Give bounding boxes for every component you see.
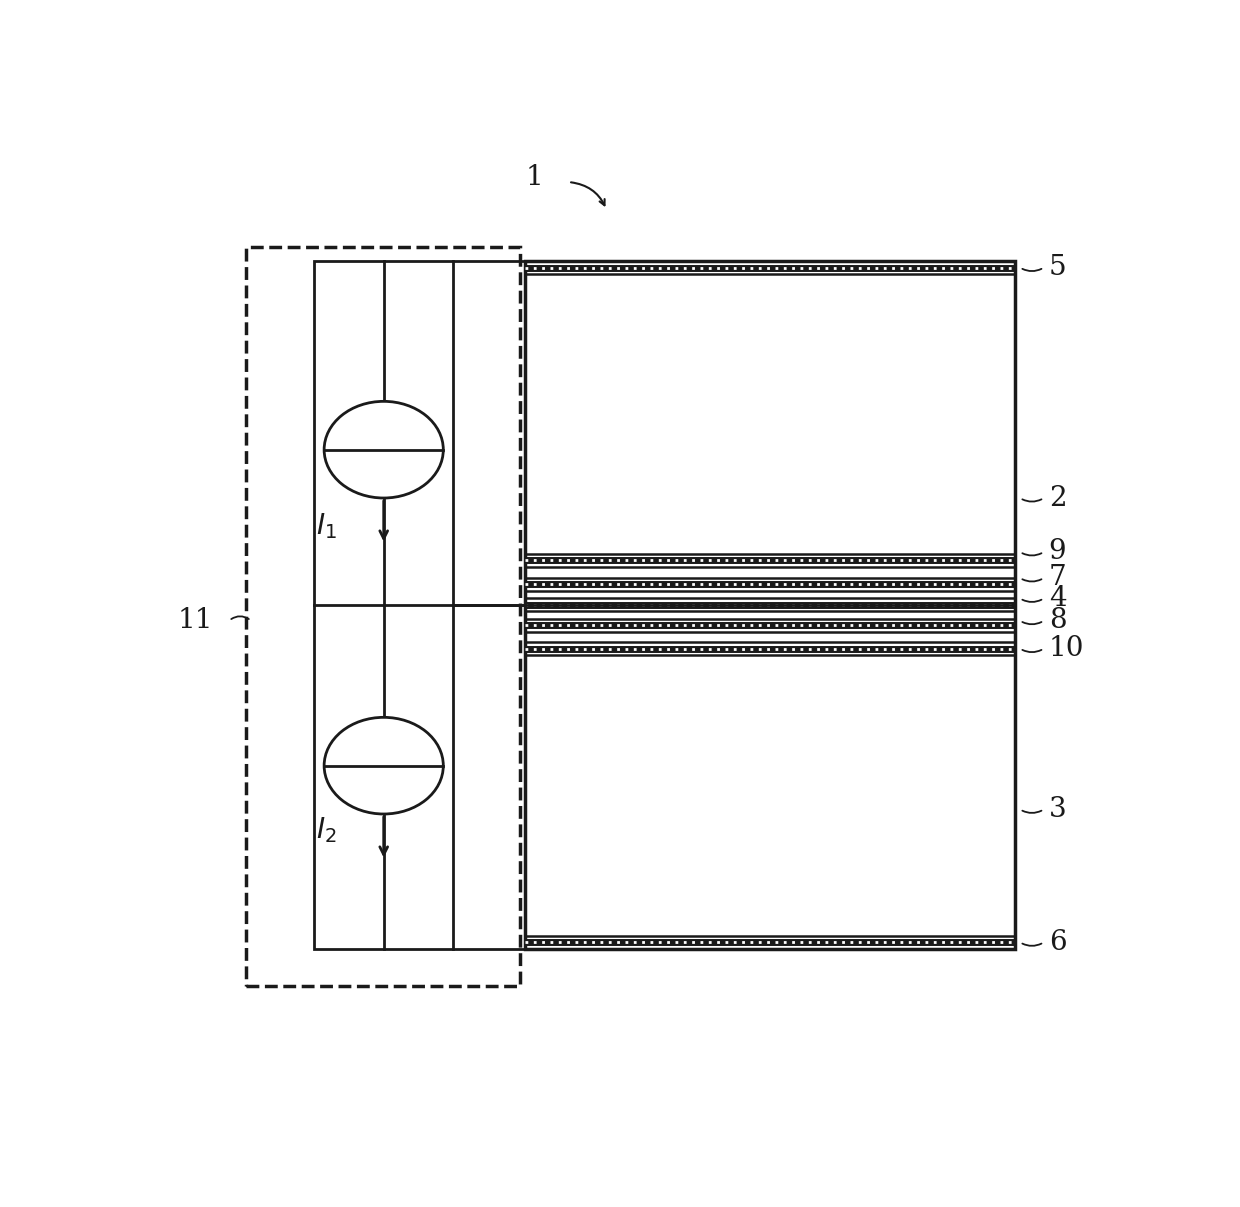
Text: 3: 3	[1049, 795, 1066, 823]
Ellipse shape	[324, 717, 444, 814]
Text: 8: 8	[1049, 607, 1066, 634]
Text: 5: 5	[1049, 253, 1066, 281]
Text: 2: 2	[1049, 484, 1066, 512]
Text: 1: 1	[526, 164, 543, 191]
Text: 7: 7	[1049, 565, 1066, 591]
Bar	[525, 261, 1016, 949]
Text: $I_1$: $I_1$	[316, 511, 337, 541]
Text: 11: 11	[177, 607, 213, 634]
Bar	[247, 247, 521, 986]
Text: $I_2$: $I_2$	[316, 815, 337, 845]
Text: 10: 10	[1049, 635, 1084, 663]
Bar	[314, 261, 453, 949]
Text: 9: 9	[1049, 538, 1066, 565]
Text: 4: 4	[1049, 585, 1066, 612]
Text: 6: 6	[1049, 928, 1066, 956]
Ellipse shape	[324, 402, 444, 498]
